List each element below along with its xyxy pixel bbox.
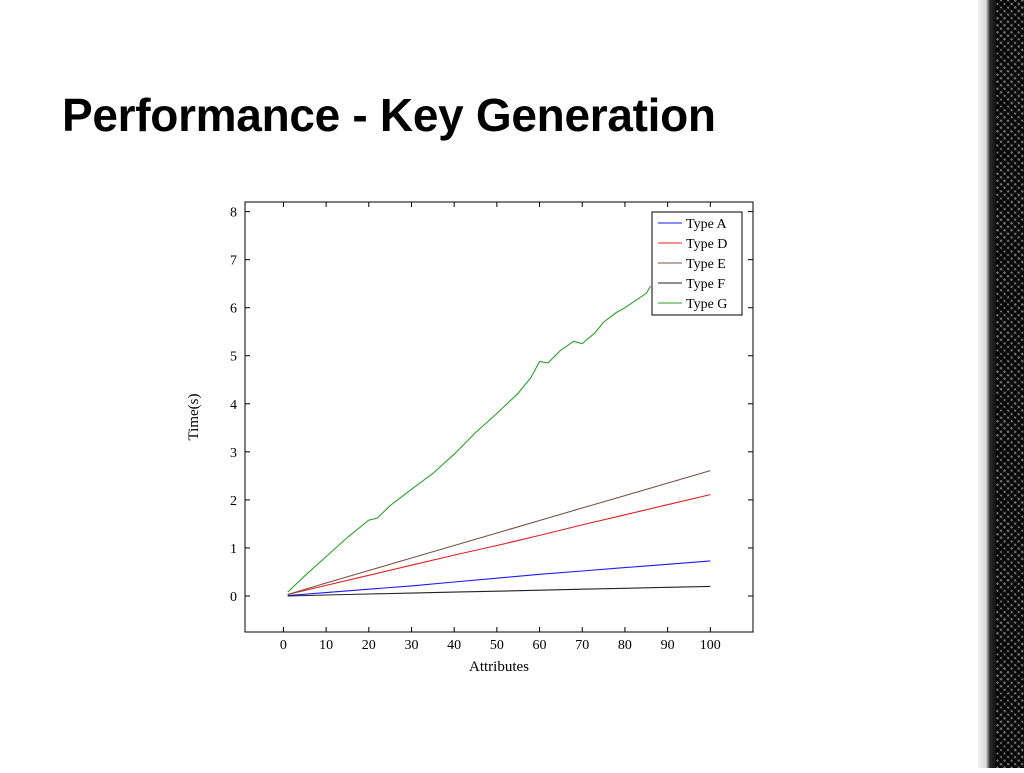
x-tick-label: 20 xyxy=(362,638,376,653)
decorative-side-border xyxy=(978,0,1024,768)
legend-entry: Type F xyxy=(686,277,725,292)
y-tick-label: 7 xyxy=(230,254,237,269)
x-tick-label: 10 xyxy=(319,638,333,653)
y-axis: 0 1 2 3 4 5 6 7 8 xyxy=(230,206,753,605)
x-tick-label: 70 xyxy=(575,638,589,653)
x-tick-label: 40 xyxy=(447,638,461,653)
legend-entry: Type D xyxy=(686,237,727,252)
x-tick-label: 30 xyxy=(404,638,418,653)
x-tick-label: 60 xyxy=(533,638,547,653)
legend: Type A Type D Type E Type F Type G xyxy=(651,211,743,316)
x-tick-label: 80 xyxy=(618,638,632,653)
y-tick-label: 1 xyxy=(230,542,237,557)
y-tick-label: 5 xyxy=(230,350,237,365)
legend-entry: Type A xyxy=(686,217,728,232)
y-tick-label: 4 xyxy=(230,398,237,413)
x-axis-label: Attributes xyxy=(469,659,529,675)
x-tick-label: 50 xyxy=(490,638,504,653)
y-tick-label: 2 xyxy=(230,494,237,509)
x-axis: 0 10 20 30 40 50 60 70 80 90 100 xyxy=(280,202,721,653)
plot-frame xyxy=(244,201,754,633)
series-line-type-g xyxy=(287,285,651,593)
x-tick-label: 100 xyxy=(700,638,721,653)
x-tick-label: 0 xyxy=(280,638,287,653)
series-line-type-f xyxy=(287,585,711,597)
y-tick-label: 3 xyxy=(230,446,237,461)
series-layer xyxy=(287,285,711,597)
series-line-type-d xyxy=(287,494,711,596)
y-tick-label: 8 xyxy=(230,206,237,221)
x-tick-label: 90 xyxy=(661,638,675,653)
y-tick-label: 0 xyxy=(230,590,237,605)
series-line-type-e xyxy=(287,470,711,596)
y-tick-label: 6 xyxy=(230,302,237,317)
series-line-type-a xyxy=(287,560,711,597)
legend-entry: Type G xyxy=(686,297,727,312)
legend-entry: Type E xyxy=(686,257,726,272)
slide-title: Performance - Key Generation xyxy=(62,89,716,141)
y-axis-label: Time(s) xyxy=(186,394,202,441)
